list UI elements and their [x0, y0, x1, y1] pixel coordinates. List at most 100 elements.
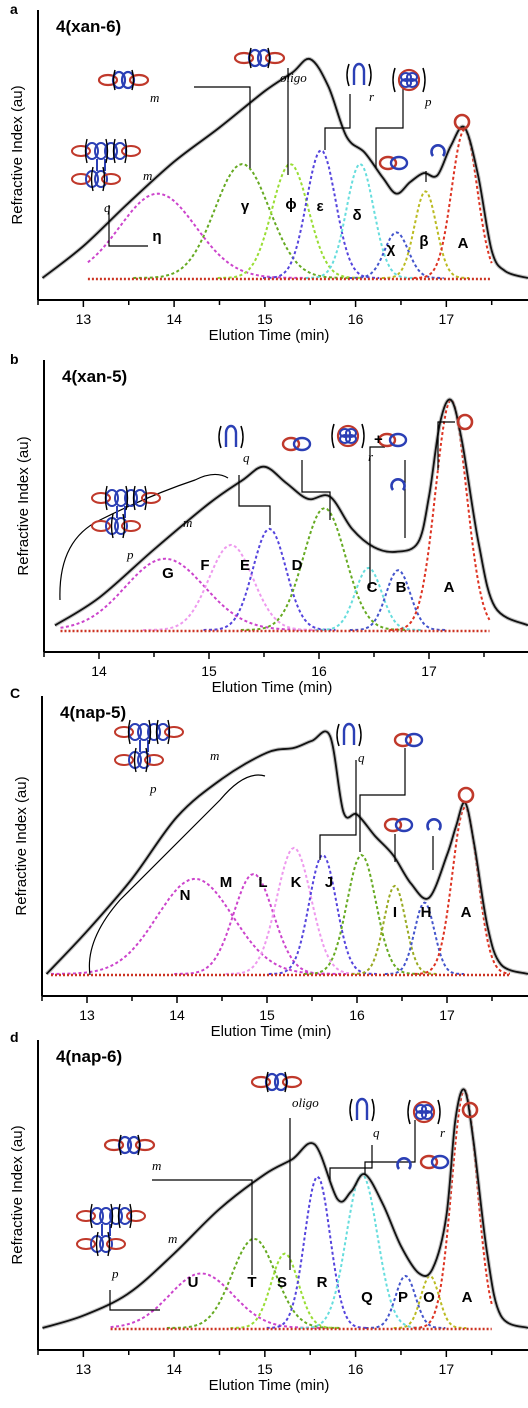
- x-tick-label: 13: [76, 1361, 92, 1377]
- bracket-subscript: r: [368, 449, 374, 464]
- peak-fit-d: [240, 507, 409, 631]
- loops-structure-icon: [345, 62, 373, 88]
- annotation-connector: [109, 1290, 160, 1311]
- annotation-connector: [375, 88, 404, 168]
- dimer-glyph-c2: [393, 732, 424, 748]
- x-axis-label: Elution Time (min): [209, 1377, 330, 1394]
- peak-fit-m: [174, 872, 333, 975]
- peak-fit-p: [365, 1274, 446, 1329]
- loops-structure-icon: [335, 722, 363, 748]
- peak-label-b: B: [396, 579, 407, 596]
- bracket-subscript: r: [440, 1125, 446, 1140]
- x-tick-label: 14: [166, 311, 182, 327]
- dimer-structure-icon: [383, 817, 414, 833]
- peak-fit-c: [315, 566, 422, 631]
- refractive-index-trace: [54, 398, 528, 627]
- dimer-structure-icon: [378, 155, 409, 171]
- peak-label-q: Q: [361, 1289, 373, 1306]
- bracket-subscript: q: [243, 450, 250, 465]
- x-tick-label: 15: [257, 1361, 273, 1377]
- x-axis-label: Elution Time (min): [211, 1023, 332, 1040]
- loops-glyph-c: q: [335, 722, 365, 765]
- knot-glyph-d: r: [406, 1098, 446, 1140]
- open-loop-glyph-b: [390, 478, 406, 492]
- dimer-structure-icon: [393, 732, 424, 748]
- peak-fit-gamma: [133, 162, 352, 279]
- annotation-connector: [324, 94, 351, 150]
- x-tick-label: 14: [91, 663, 107, 679]
- panel-letter: b: [10, 351, 19, 367]
- bracket-subscript: m: [143, 168, 152, 183]
- bracket-subscript: m: [152, 1158, 161, 1173]
- annotation-connector: [88, 774, 266, 976]
- peak-label-k: K: [291, 874, 302, 891]
- open-structure-icon: [390, 478, 406, 492]
- peak-fit-a: [413, 1088, 493, 1329]
- ring-structure-icon: [457, 786, 475, 804]
- network-structure-icon: [114, 719, 184, 773]
- open-structure-icon: [426, 818, 442, 832]
- annotation-connector: [329, 1145, 373, 1180]
- bracket-subscript: q: [373, 1125, 380, 1140]
- x-tick-label: 17: [439, 1007, 455, 1023]
- peak-fit-delta: [305, 162, 415, 279]
- peak-fit-phi: [217, 162, 363, 279]
- chain-structure-icon: [233, 46, 286, 70]
- peak-fit-a: [413, 128, 493, 279]
- bracket-subscript: oligo: [280, 70, 307, 85]
- peak-fit-eta: [87, 192, 311, 279]
- peak-fit-f: [143, 543, 319, 631]
- peak-label-r: R: [317, 1274, 328, 1291]
- peak-label-s: S: [277, 1274, 287, 1291]
- y-axis-label: Refractive Index (au): [13, 776, 30, 915]
- network-glyph-d: mp: [76, 1203, 177, 1281]
- panel-c: 13 14 15 16 17 Elution Time (min) Refractive I…: [10, 685, 528, 1040]
- peak-label-h: H: [421, 904, 432, 921]
- dimer-glyph-a: [378, 155, 409, 171]
- x-tick-label: 15: [259, 1007, 275, 1023]
- x-tick-label: 15: [257, 311, 273, 327]
- peak-fit-k: [268, 853, 377, 975]
- refractive-index-trace: [45, 730, 528, 975]
- x-axis-label: Elution Time (min): [209, 327, 330, 344]
- peak-label-epsilon: ε: [316, 198, 323, 215]
- peak-fit-chi: [349, 231, 444, 279]
- bracket-subscript: m: [150, 90, 159, 105]
- peak-fit-s: [230, 1252, 340, 1329]
- open-loop-glyph-a: [430, 144, 446, 158]
- knot-structure-icon: [406, 1098, 442, 1126]
- chain-structure-icon: [103, 1133, 156, 1157]
- network-structure-icon: [76, 1203, 146, 1257]
- refractive-index-trace: [42, 1088, 528, 1329]
- annotation-connector: [152, 1179, 253, 1275]
- loops-structure-icon: [217, 424, 245, 450]
- peak-label-u: U: [188, 1274, 199, 1291]
- loops-glyph-d: q: [348, 1097, 380, 1140]
- peak-label-delta: δ: [352, 207, 361, 224]
- peak-label-a: A: [462, 1289, 473, 1306]
- y-axis-label: Refractive Index (au): [9, 85, 26, 224]
- dimer-glyph-d: [419, 1154, 450, 1170]
- panel-d: 13 14 15 16 17 Elution Time (min) Refractive I…: [9, 1029, 528, 1394]
- network-structure-icon: [71, 138, 141, 192]
- bracket-subscript: p: [111, 1266, 119, 1281]
- knot-structure-icon: [391, 66, 427, 94]
- peak-label-m: M: [220, 874, 233, 891]
- peak-label-j: J: [325, 874, 333, 891]
- dimer-glyph-c1: [383, 817, 414, 833]
- peak-label-c: C: [367, 579, 378, 596]
- annotation-connector: [364, 1120, 416, 1175]
- peak-fit-n: [51, 877, 347, 975]
- peak-fit-i: [351, 884, 438, 975]
- refractive-index-trace: [41, 57, 528, 279]
- peak-label-phi: ϕ: [285, 196, 296, 213]
- open-structure-icon: [430, 144, 446, 158]
- peak-label-gamma: γ: [241, 198, 250, 215]
- panel-letter: a: [10, 1, 18, 17]
- ring-glyph-c: [457, 786, 475, 804]
- dimer-glyph-b2: +: [374, 431, 408, 448]
- peak-fit-j: [303, 853, 420, 975]
- y-axis-label: Refractive Index (au): [9, 1125, 26, 1264]
- peak-label-o: O: [423, 1289, 435, 1306]
- annotation-connector: [319, 760, 357, 860]
